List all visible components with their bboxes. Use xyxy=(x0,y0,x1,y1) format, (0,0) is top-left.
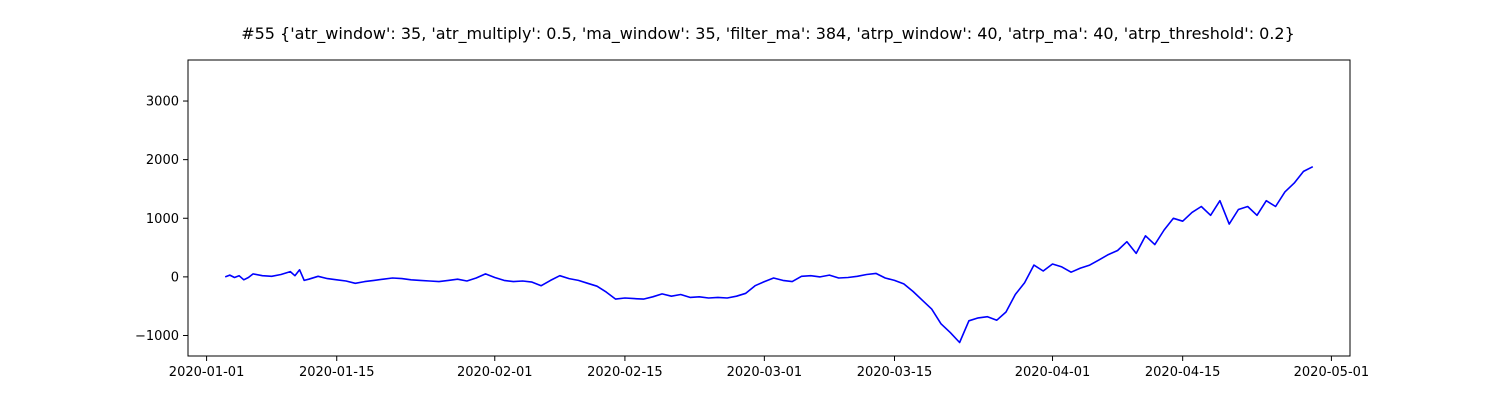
y-tick-label-3: 2000 xyxy=(146,153,179,168)
y-tick-label-2: 1000 xyxy=(146,212,179,227)
x-tick-label-0: 2020-01-01 xyxy=(169,365,245,380)
y-axis-ticks: −1000 0 1000 2000 3000 xyxy=(135,95,188,344)
chart-title: #55 {'atr_window': 35, 'atr_multiply': 0… xyxy=(241,24,1295,44)
x-axis-ticks: 2020-01-01 2020-01-15 2020-02-01 2020-02-15… xyxy=(169,356,1369,380)
y-tick-label-1: 0 xyxy=(171,270,179,285)
y-tick-label-0: −1000 xyxy=(135,329,179,344)
series-layer xyxy=(224,165,1314,344)
x-tick-label-2: 2020-02-01 xyxy=(457,365,533,380)
plot-frame xyxy=(187,59,1351,357)
x-tick-label-7: 2020-04-15 xyxy=(1145,365,1221,380)
x-tick-label-1: 2020-01-15 xyxy=(299,365,375,380)
x-tick-label-3: 2020-02-15 xyxy=(587,365,663,380)
x-tick-label-4: 2020-03-01 xyxy=(727,365,803,380)
y-tick-label-4: 3000 xyxy=(146,95,179,110)
x-tick-label-5: 2020-03-15 xyxy=(857,365,933,380)
axes-layer xyxy=(187,59,1351,357)
x-tick-label-6: 2020-04-01 xyxy=(1015,365,1091,380)
series-line-0 xyxy=(224,165,1314,344)
x-tick-label-8: 2020-05-01 xyxy=(1294,365,1370,380)
